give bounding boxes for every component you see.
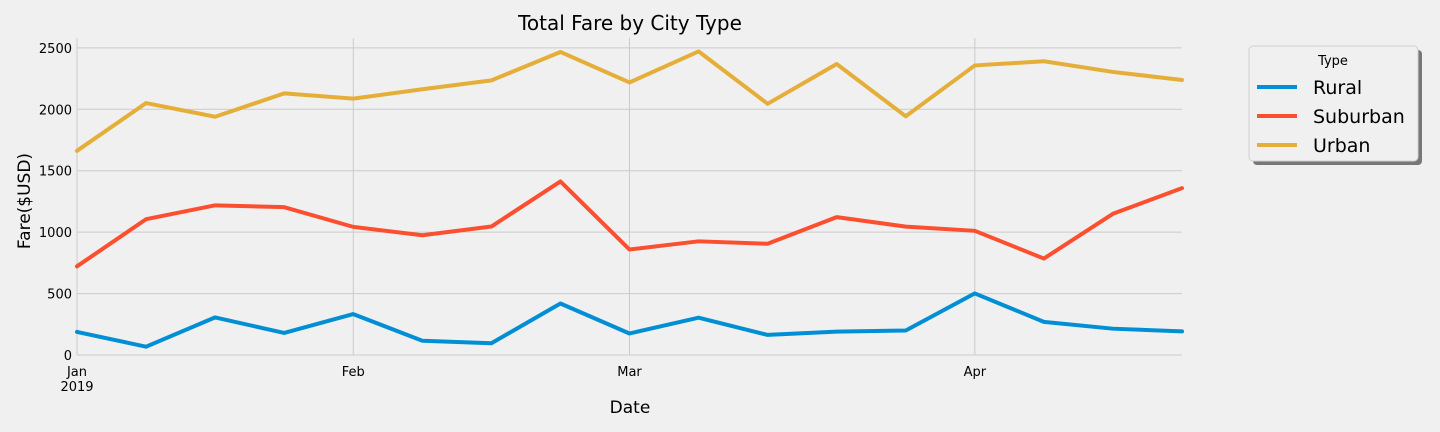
legend-label-rural: Rural [1313, 77, 1362, 99]
y-tick-label: 1500 [39, 165, 72, 180]
x-tick-label: Jan [66, 365, 87, 380]
x-tick-sublabel: 2019 [60, 380, 93, 395]
x-axis-label: Date [610, 398, 651, 418]
y-tick-label: 500 [47, 288, 72, 303]
chart-title: Total Fare by City Type [517, 11, 742, 35]
y-tick-label: 0 [64, 349, 72, 364]
grid-lines [76, 38, 1182, 356]
y-tick-label: 2500 [39, 42, 72, 57]
x-tick-label: Apr [964, 365, 987, 380]
series-line-rural [75, 291, 1184, 349]
y-axis-ticks: 0 500 1000 1500 2000 2500 [39, 42, 72, 364]
legend-title: Type [1317, 54, 1348, 69]
series-line-urban [75, 49, 1184, 153]
y-axis-label: Fare($USD) [15, 153, 35, 249]
series-lines [75, 49, 1184, 349]
legend-label-suburban: Suburban [1313, 106, 1405, 128]
legend: Type Rural Suburban Urban [1248, 45, 1422, 165]
legend-items: Rural Suburban Urban [1257, 77, 1405, 157]
y-tick-label: 2000 [39, 103, 72, 118]
x-tick-label: Feb [342, 365, 365, 380]
legend-box [1248, 45, 1419, 162]
series-line-suburban [75, 179, 1184, 269]
legend-label-urban: Urban [1313, 135, 1370, 157]
x-tick-label: Mar [617, 365, 642, 380]
y-tick-label: 1000 [39, 226, 72, 241]
